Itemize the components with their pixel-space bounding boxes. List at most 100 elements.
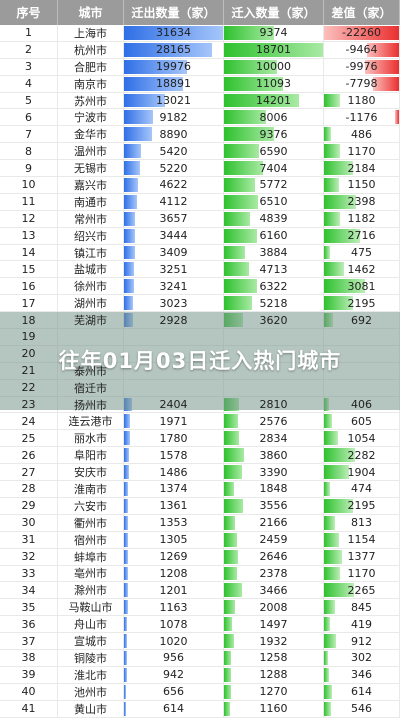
table-row[interactable]: 4 南京市 18891 11093 -7798 xyxy=(0,75,400,93)
table-row[interactable]: 8 温州市 5420 6590 1170 xyxy=(0,143,400,161)
table-row[interactable]: 14 镇江市 3409 3884 475 xyxy=(0,244,400,262)
cell-city: 连云港市 xyxy=(58,413,124,430)
diff-value: 419 xyxy=(351,617,372,631)
table-row[interactable]: 33 亳州市 1208 2378 1170 xyxy=(0,565,400,583)
cell-index: 1 xyxy=(0,25,58,41)
table-row[interactable]: 32 蚌埠市 1269 2646 1377 xyxy=(0,548,400,566)
diff-positive-bar xyxy=(324,549,343,564)
diff-positive-bar xyxy=(324,211,340,226)
diff-positive-bar xyxy=(324,701,332,716)
table-row[interactable]: 11 南通市 4112 6510 2398 xyxy=(0,193,400,211)
city-name: 宿迁市 xyxy=(74,381,107,395)
cell-outbound: 942 xyxy=(124,666,224,683)
inbound-bar xyxy=(224,583,243,598)
header-outbound[interactable]: 迁出数量（家） xyxy=(124,0,224,25)
table-row[interactable]: 6 宁波市 9182 8006 -1176 xyxy=(0,109,400,127)
index-value: 11 xyxy=(21,195,36,209)
outbound-bar xyxy=(124,634,128,648)
table-row[interactable]: 40 池州市 656 1270 614 xyxy=(0,683,400,701)
table-row[interactable]: 29 六安市 1361 3556 2195 xyxy=(0,497,400,515)
diff-value: 346 xyxy=(351,668,372,682)
cell-inbound: 1497 xyxy=(224,616,324,633)
table-row[interactable]: 27 安庆市 1486 3390 1904 xyxy=(0,464,400,482)
diff-value: 605 xyxy=(351,414,372,428)
cell-city: 黄山市 xyxy=(58,700,124,717)
table-row[interactable]: 41 黄山市 614 1160 546 xyxy=(0,700,400,718)
outbound-bar xyxy=(124,245,135,260)
cell-city: 盐城市 xyxy=(58,261,124,278)
table-row[interactable]: 5 苏州市 13021 14201 1180 xyxy=(0,92,400,110)
header-inbound[interactable]: 迁入数量（家） xyxy=(224,0,324,25)
header-city[interactable]: 城市 xyxy=(58,0,124,25)
table-row[interactable]: 9 无锡市 5220 7404 2184 xyxy=(0,160,400,178)
city-name: 宣城市 xyxy=(74,635,107,649)
cell-diff: 302 xyxy=(324,649,400,666)
table-row[interactable]: 7 金华市 8890 9376 486 xyxy=(0,126,400,144)
cell-inbound: 2166 xyxy=(224,514,324,531)
cell-index: 33 xyxy=(0,565,58,582)
diff-positive-bar xyxy=(324,498,354,513)
table-row[interactable]: 13 绍兴市 3444 6160 2716 xyxy=(0,227,400,245)
outbound-bar xyxy=(124,279,135,294)
table-row[interactable]: 37 宣城市 1020 1932 912 xyxy=(0,633,400,650)
table-row[interactable]: 39 淮北市 942 1288 346 xyxy=(0,666,400,684)
table-row[interactable]: 3 合肥市 19976 10000 -9976 xyxy=(0,58,400,76)
inbound-value: 18701 xyxy=(256,43,291,57)
inbound-bar xyxy=(224,194,259,209)
diff-positive-bar xyxy=(324,178,340,192)
cell-inbound: 3390 xyxy=(224,464,324,481)
inbound-bar xyxy=(224,42,323,57)
table-row[interactable]: 2 杭州市 28165 18701 -9464 xyxy=(0,41,400,59)
table-row[interactable]: 10 嘉兴市 4622 5772 1150 xyxy=(0,177,400,194)
outbound-bar xyxy=(124,26,223,40)
diff-value: 2282 xyxy=(347,448,376,462)
cell-diff: -22260 xyxy=(324,25,400,41)
cell-outbound: 19976 xyxy=(124,58,224,75)
city-name: 丽水市 xyxy=(74,432,107,446)
table-row[interactable]: 30 衢州市 1353 2166 813 xyxy=(0,514,400,532)
inbound-bar xyxy=(224,617,232,632)
table-row[interactable]: 38 铜陵市 956 1258 302 xyxy=(0,649,400,667)
diff-positive-bar xyxy=(324,414,333,429)
table-row[interactable]: 24 连云港市 1971 2576 605 xyxy=(0,413,400,431)
index-value: 6 xyxy=(25,110,32,124)
outbound-value: 5220 xyxy=(159,161,188,175)
cell-city: 苏州市 xyxy=(58,92,124,109)
table-row[interactable]: 36 舟山市 1078 1497 419 xyxy=(0,616,400,634)
outbound-value: 1971 xyxy=(159,414,188,428)
table-row[interactable]: 12 常州市 3657 4839 1182 xyxy=(0,210,400,228)
index-value: 22 xyxy=(21,381,36,395)
inbound-bar xyxy=(224,465,242,480)
inbound-value: 2166 xyxy=(259,516,288,530)
outbound-value: 9182 xyxy=(159,110,188,124)
table-row[interactable]: 35 马鞍山市 1163 2008 845 xyxy=(0,599,400,617)
outbound-bar xyxy=(124,482,129,496)
cell-diff: 1170 xyxy=(324,565,400,582)
diff-positive-bar xyxy=(324,228,361,243)
diff-value: -7798 xyxy=(345,77,378,91)
cell-outbound: 1208 xyxy=(124,565,224,582)
cell-city: 南京市 xyxy=(58,75,124,92)
inbound-value: 1497 xyxy=(259,617,288,631)
table-row[interactable]: 26 阜阳市 1578 3860 2282 xyxy=(0,447,400,465)
outbound-value: 8890 xyxy=(159,127,188,141)
header-diff[interactable]: 差值（家） xyxy=(324,0,400,25)
cell-index: 5 xyxy=(0,92,58,109)
outbound-bar xyxy=(124,617,128,632)
table-row[interactable]: 31 宿州市 1305 2459 1154 xyxy=(0,531,400,549)
table-row[interactable]: 28 淮南市 1374 1848 474 xyxy=(0,481,400,498)
header-index[interactable]: 序号 xyxy=(0,0,58,25)
cell-diff: 912 xyxy=(324,633,400,649)
table-row[interactable]: 1 上海市 31634 9374 -22260 xyxy=(0,25,400,42)
table-row[interactable]: 34 滁州市 1201 3466 2265 xyxy=(0,582,400,600)
table-row[interactable]: 17 湖州市 3023 5218 2195 xyxy=(0,295,400,313)
table-row[interactable]: 15 盐城市 3251 4713 1462 xyxy=(0,261,400,279)
diff-positive-bar xyxy=(324,245,331,260)
table-row[interactable]: 25 丽水市 1780 2834 1054 xyxy=(0,430,400,448)
diff-positive-bar xyxy=(324,684,333,699)
index-value: 33 xyxy=(21,566,36,580)
table-row[interactable]: 16 徐州市 3241 6322 3081 xyxy=(0,278,400,296)
city-name: 亳州市 xyxy=(74,567,107,581)
diff-value: 2195 xyxy=(347,296,376,310)
index-value: 5 xyxy=(25,94,32,107)
